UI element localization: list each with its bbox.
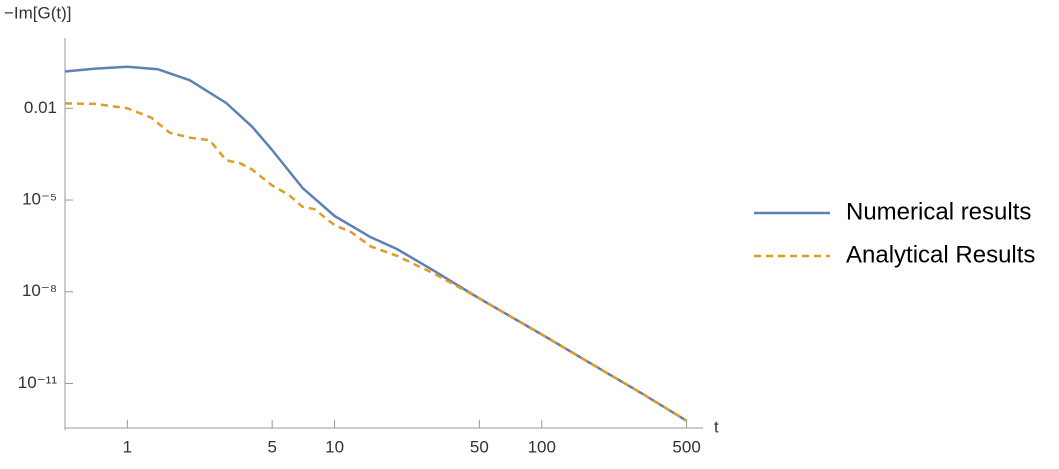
x-tick-label: 10 [325,437,344,456]
x-tick-label: 1 [123,437,132,456]
y-tick-label: 0.01 [24,98,57,117]
y-tick-label: 10⁻¹¹ [18,373,58,392]
y-tick-label: 10⁻⁸ [22,281,57,300]
x-tick-label: 100 [528,437,556,456]
x-tick-label: 500 [672,437,700,456]
x-tick-label: 50 [470,437,489,456]
series-line [64,65,688,422]
legend-label: Numerical results [846,198,1031,225]
legend-label: Analytical Results [846,241,1035,268]
x-axis-label: t [714,417,719,436]
y-tick-label: 10⁻⁵ [22,190,57,209]
series-line [64,102,688,422]
x-tick-label: 5 [267,437,276,456]
y-axis-label: −Im[G(t)] [4,3,72,22]
